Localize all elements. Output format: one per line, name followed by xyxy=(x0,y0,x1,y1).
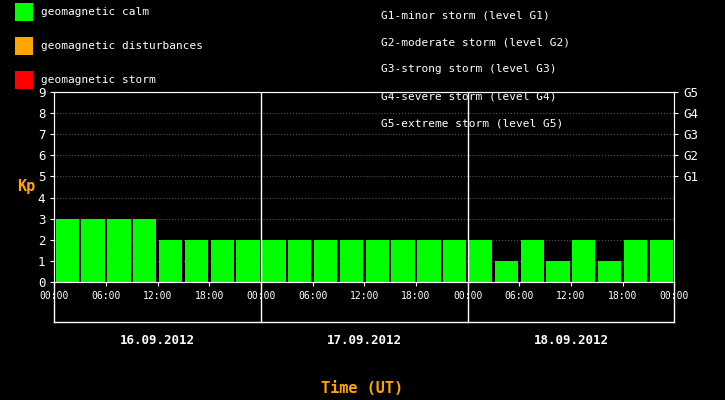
Bar xyxy=(56,219,79,282)
Text: geomagnetic storm: geomagnetic storm xyxy=(41,75,156,85)
Bar xyxy=(236,240,260,282)
Bar xyxy=(443,240,466,282)
Bar xyxy=(598,261,621,282)
Bar xyxy=(81,219,104,282)
Bar xyxy=(159,240,182,282)
Bar xyxy=(572,240,595,282)
Bar xyxy=(392,240,415,282)
Text: G3-strong storm (level G3): G3-strong storm (level G3) xyxy=(381,64,556,74)
Text: G5-extreme storm (level G5): G5-extreme storm (level G5) xyxy=(381,119,563,129)
Y-axis label: Kp: Kp xyxy=(17,180,36,194)
Text: Time (UT): Time (UT) xyxy=(321,381,404,396)
Bar xyxy=(494,261,518,282)
Bar xyxy=(107,219,130,282)
Bar xyxy=(365,240,389,282)
Bar xyxy=(418,240,441,282)
Bar xyxy=(547,261,570,282)
Text: 17.09.2012: 17.09.2012 xyxy=(327,334,402,347)
Bar xyxy=(211,240,234,282)
Bar xyxy=(624,240,647,282)
Text: G2-moderate storm (level G2): G2-moderate storm (level G2) xyxy=(381,37,570,47)
Bar xyxy=(340,240,363,282)
Bar xyxy=(262,240,286,282)
Bar xyxy=(185,240,208,282)
Text: 18.09.2012: 18.09.2012 xyxy=(534,334,608,347)
Text: geomagnetic calm: geomagnetic calm xyxy=(41,7,149,17)
Text: G1-minor storm (level G1): G1-minor storm (level G1) xyxy=(381,10,550,20)
Bar xyxy=(133,219,157,282)
Text: 16.09.2012: 16.09.2012 xyxy=(120,334,195,347)
Bar xyxy=(288,240,311,282)
Text: G4-severe storm (level G4): G4-severe storm (level G4) xyxy=(381,92,556,102)
Text: geomagnetic disturbances: geomagnetic disturbances xyxy=(41,41,203,51)
Bar xyxy=(469,240,492,282)
Bar xyxy=(521,240,544,282)
Bar xyxy=(314,240,337,282)
Bar xyxy=(650,240,673,282)
